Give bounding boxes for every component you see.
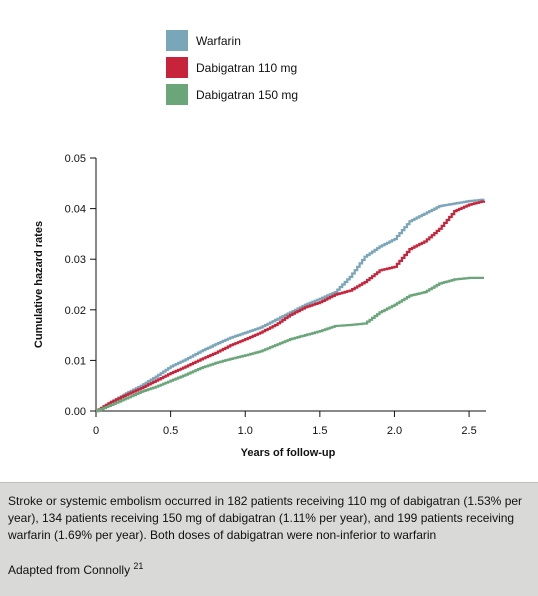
legend-swatch-1 [166,57,188,78]
source-text: Adapted from Connolly [8,563,131,577]
legend-label-1: Dabigatran 110 mg [196,61,297,75]
legend-swatch-2 [166,84,188,105]
legend-swatch-0 [166,30,188,51]
x-tick-label-2: 1.0 [238,425,253,437]
x-tick-label-4: 2.0 [387,425,402,437]
x-axis-title: Years of follow-up [241,447,336,459]
y-tick-label-1: 0.01 [65,355,86,367]
series-line-2 [96,276,484,413]
y-axis-title: Cumulative hazard rates [33,221,45,348]
source-line: Adapted from Connolly 21 [8,558,530,579]
caption-box: Stroke or systemic embolism occurred in … [0,482,538,596]
caption-text: Stroke or systemic embolism occurred in … [8,494,523,542]
x-tick-label-0: 0 [93,425,99,437]
x-tick-label-3: 1.5 [312,425,327,437]
legend-label-2: Dabigatran 150 mg [196,88,298,102]
source-reference: 21 [133,561,144,571]
cumulative-hazard-chart: Warfarin Dabigatran 110 mg Dabigatran 150 … [33,30,486,459]
y-tick-label-0: 0.00 [65,406,86,418]
series-line-1 [96,200,486,413]
x-tick-label-5: 2.5 [461,425,476,437]
y-tick-label-3: 0.03 [65,254,86,266]
y-tick-label-2: 0.02 [65,305,86,317]
y-tick-label-4: 0.04 [65,204,86,216]
legend-label-0: Warfarin [196,34,241,48]
y-tick-label-5: 0.05 [65,153,86,165]
series-line-0 [96,198,486,413]
x-tick-label-1: 0.5 [163,425,178,437]
chart-area: Warfarin Dabigatran 110 mg Dabigatran 150 … [33,30,486,459]
